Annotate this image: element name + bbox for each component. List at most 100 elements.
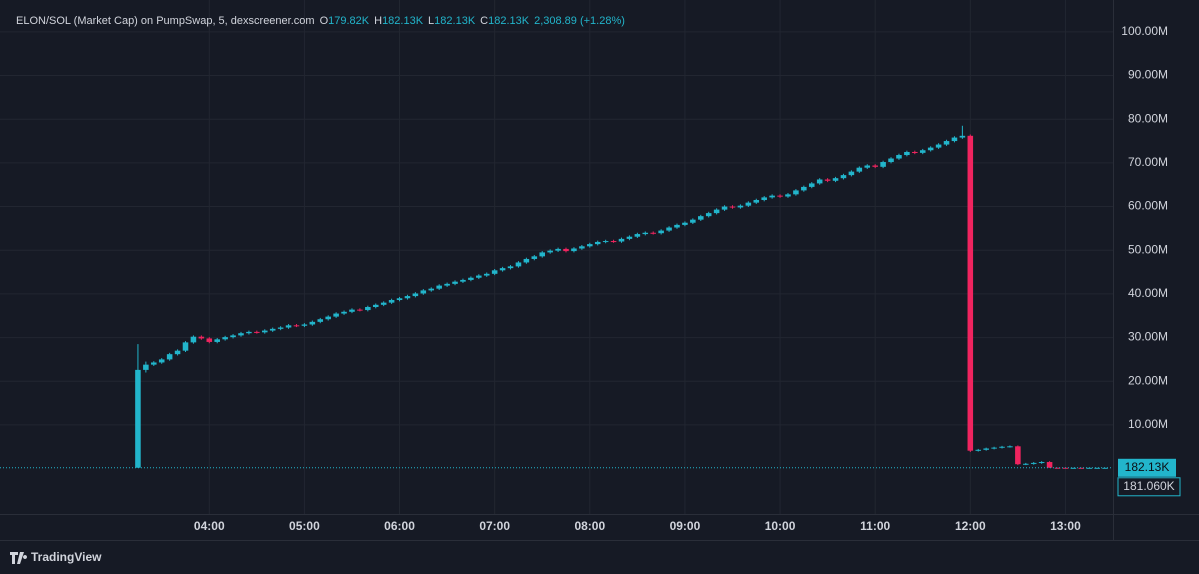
candle-body — [935, 144, 942, 148]
legend-key: H — [374, 15, 382, 27]
candle-body — [293, 325, 300, 327]
y-tick-label: 80.00M — [1128, 111, 1168, 125]
candle-body — [864, 165, 871, 168]
candle-body — [269, 328, 276, 331]
candle-body — [491, 270, 498, 274]
candle-body — [1102, 467, 1108, 469]
legend-header: ELON/SOL (Market Cap) on PumpSwap, 5, de… — [16, 15, 625, 27]
candle-body — [166, 354, 173, 360]
candle-body — [198, 336, 205, 339]
candle-body — [1094, 467, 1100, 469]
candle-body — [761, 197, 767, 201]
candle-body — [999, 446, 1005, 448]
x-tick-label: 11:00 — [860, 519, 890, 533]
candle-body — [713, 209, 720, 214]
candle-body — [515, 262, 522, 267]
candle-body — [705, 213, 712, 217]
candle-body — [261, 330, 268, 333]
candle-body — [380, 302, 387, 305]
candle-body — [943, 141, 950, 145]
legend-key: C — [480, 15, 488, 27]
candle-body — [158, 359, 165, 363]
x-tick-label: 05:00 — [289, 519, 320, 533]
candle-body — [983, 448, 989, 450]
chart-title: ELON/SOL (Market Cap) on PumpSwap, 5, de… — [16, 15, 315, 27]
legend-value: 182.13K — [434, 15, 476, 27]
candle-body — [182, 342, 189, 351]
candle-body — [642, 232, 649, 235]
y-tick-label: 20.00M — [1128, 373, 1168, 387]
y-tick-label: 100.00M — [1121, 24, 1168, 38]
candle-body — [151, 362, 157, 365]
candle-body — [309, 321, 316, 325]
candle-body — [690, 219, 696, 223]
candle-body — [230, 335, 236, 338]
candle-body — [1086, 467, 1092, 469]
candle-body — [967, 135, 974, 451]
legend-value: 182.13K — [488, 15, 530, 27]
candle-body — [658, 230, 664, 234]
x-tick-label: 10:00 — [765, 519, 796, 533]
candle-body — [579, 246, 585, 249]
candle-body — [523, 258, 530, 263]
candle-body — [1038, 462, 1045, 464]
candle-body — [135, 369, 141, 468]
x-tick-label: 12:00 — [955, 519, 986, 533]
legend-key: L — [428, 15, 434, 27]
candle-body — [674, 224, 680, 228]
candle-body — [745, 202, 752, 206]
candle-body — [698, 216, 704, 220]
candle-body — [919, 150, 926, 153]
candle-body — [349, 309, 355, 312]
candle-body — [888, 158, 894, 163]
y-tick-label: 90.00M — [1128, 68, 1168, 82]
candle-body — [436, 285, 442, 289]
secondary-box — [1117, 477, 1181, 497]
x-tick-label: 09:00 — [670, 519, 701, 533]
y-tick-label: 10.00M — [1128, 417, 1168, 431]
candle-body — [1078, 467, 1085, 469]
candle-body — [594, 241, 601, 245]
candle-body — [1023, 463, 1029, 465]
candle-body — [816, 179, 823, 184]
candle-body — [1007, 446, 1013, 448]
candle-body — [626, 236, 633, 239]
candle-body — [1015, 446, 1021, 465]
candle-body — [840, 175, 847, 179]
x-tick-label: 08:00 — [574, 519, 605, 533]
candle-body — [912, 151, 918, 153]
legend-key: O — [320, 15, 329, 27]
candle-body — [618, 238, 625, 242]
candle-body — [563, 248, 569, 252]
candle-body — [959, 135, 966, 138]
candle-body — [174, 350, 181, 355]
candle-body — [896, 155, 902, 159]
candle-body — [602, 241, 609, 243]
candle-body — [341, 311, 347, 314]
candle-body — [460, 279, 466, 282]
candle-body — [793, 190, 799, 195]
y-tick-label: 30.00M — [1128, 330, 1168, 344]
candle-body — [666, 227, 672, 231]
last-price-box — [1118, 458, 1176, 477]
candle-body — [468, 277, 474, 280]
candle-body — [365, 307, 371, 311]
candle-body — [277, 327, 284, 329]
candle-body — [547, 250, 553, 253]
candle-body — [650, 232, 656, 234]
candle-body — [143, 364, 149, 370]
candle-body — [206, 338, 213, 342]
y-tick-label: 40.00M — [1128, 286, 1168, 300]
legend-change: 2,308.89 (+1.28%) — [534, 15, 625, 27]
x-tick-label: 07:00 — [479, 519, 510, 533]
y-tick-label: 70.00M — [1128, 155, 1168, 169]
candle-body — [1070, 467, 1077, 469]
candle-body — [634, 234, 641, 237]
candle-body — [682, 222, 688, 225]
candle-body — [531, 256, 538, 259]
candle-body — [991, 447, 997, 449]
y-tick-label: 50.00M — [1128, 242, 1168, 256]
